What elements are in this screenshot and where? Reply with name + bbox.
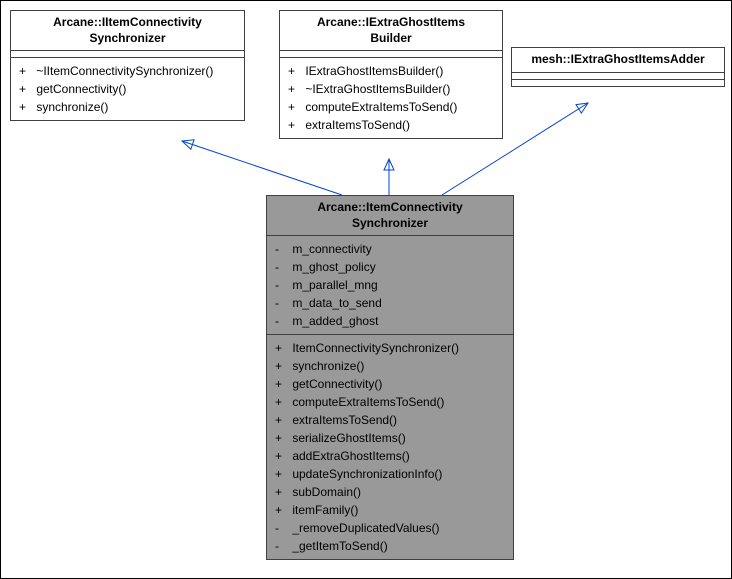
signature: _removeDuplicatedValues() bbox=[289, 521, 440, 535]
visibility: + bbox=[275, 429, 289, 447]
attrs-section: - m_connectivity- m_ghost_policy- m_para… bbox=[267, 236, 513, 335]
visibility: + bbox=[19, 62, 33, 80]
visibility: - bbox=[275, 240, 289, 258]
signature: getConnectivity() bbox=[33, 82, 126, 96]
member: - m_ghost_policy bbox=[275, 258, 505, 276]
visibility: + bbox=[19, 80, 33, 98]
signature: synchronize() bbox=[33, 100, 108, 114]
signature: itemFamily() bbox=[289, 503, 358, 517]
member: + serializeGhostItems() bbox=[275, 429, 505, 447]
member: + getConnectivity() bbox=[275, 375, 505, 393]
visibility: - bbox=[275, 294, 289, 312]
member: + extraItemsToSend() bbox=[288, 116, 494, 134]
class-iitemconnectivitysynchronizer: Arcane::IItemConnectivity Synchronizer +… bbox=[10, 10, 245, 121]
title-line2: Builder bbox=[370, 31, 411, 45]
edge-to-iitemconn bbox=[182, 141, 342, 195]
visibility: - bbox=[275, 537, 289, 555]
diagram-canvas: Arcane::IItemConnectivity Synchronizer +… bbox=[0, 0, 732, 579]
visibility: + bbox=[288, 80, 302, 98]
member: + ~IItemConnectivitySynchronizer() bbox=[19, 62, 236, 80]
title-line1: Arcane::IExtraGhostItems bbox=[317, 15, 465, 29]
signature: extraItemsToSend() bbox=[302, 118, 410, 132]
signature: serializeGhostItems() bbox=[289, 431, 406, 445]
member: + extraItemsToSend() bbox=[275, 411, 505, 429]
signature: IExtraGhostItemsBuilder() bbox=[302, 64, 443, 78]
signature: ~IItemConnectivitySynchronizer() bbox=[33, 64, 213, 78]
visibility: + bbox=[288, 62, 302, 80]
visibility: - bbox=[275, 312, 289, 330]
member: + ItemConnectivitySynchronizer() bbox=[275, 339, 505, 357]
member: - _getItemToSend() bbox=[275, 537, 505, 555]
signature: extraItemsToSend() bbox=[289, 413, 397, 427]
class-itemconnectivitysynchronizer: Arcane::ItemConnectivity Synchronizer - … bbox=[266, 195, 514, 560]
signature: m_parallel_mng bbox=[289, 278, 378, 292]
title-line2: Synchronizer bbox=[352, 216, 428, 230]
methods-section: + IExtraGhostItemsBuilder()+ ~IExtraGhos… bbox=[280, 58, 502, 138]
methods-section: + ItemConnectivitySynchronizer()+ synchr… bbox=[267, 335, 513, 559]
member: + computeExtraItemsToSend() bbox=[288, 98, 494, 116]
signature: m_ghost_policy bbox=[289, 260, 376, 274]
signature: ItemConnectivitySynchronizer() bbox=[289, 341, 459, 355]
signature: m_added_ghost bbox=[289, 314, 378, 328]
class-title: Arcane::IExtraGhostItems Builder bbox=[280, 11, 502, 51]
signature: ~IExtraGhostItemsBuilder() bbox=[302, 82, 450, 96]
member: + computeExtraItemsToSend() bbox=[275, 393, 505, 411]
title: mesh::IExtraGhostItemsAdder bbox=[531, 52, 704, 66]
attrs-section-empty bbox=[280, 51, 502, 58]
member: + synchronize() bbox=[19, 98, 236, 116]
member: + getConnectivity() bbox=[19, 80, 236, 98]
visibility: + bbox=[275, 375, 289, 393]
attrs-section-empty bbox=[512, 73, 724, 80]
member: + itemFamily() bbox=[275, 501, 505, 519]
member: + addExtraGhostItems() bbox=[275, 447, 505, 465]
visibility: + bbox=[288, 98, 302, 116]
signature: m_data_to_send bbox=[289, 296, 382, 310]
signature: m_connectivity bbox=[289, 242, 372, 256]
visibility: + bbox=[275, 357, 289, 375]
member: - m_added_ghost bbox=[275, 312, 505, 330]
visibility: + bbox=[19, 98, 33, 116]
class-mesh-iextraghostitemsadder: mesh::IExtraGhostItemsAdder bbox=[511, 47, 725, 87]
title-line2: Synchronizer bbox=[89, 31, 165, 45]
class-title: Arcane::IItemConnectivity Synchronizer bbox=[11, 11, 244, 51]
class-title: mesh::IExtraGhostItemsAdder bbox=[512, 48, 724, 73]
signature: addExtraGhostItems() bbox=[289, 449, 410, 463]
member: + IExtraGhostItemsBuilder() bbox=[288, 62, 494, 80]
member: + ~IExtraGhostItemsBuilder() bbox=[288, 80, 494, 98]
visibility: + bbox=[275, 393, 289, 411]
member: - m_parallel_mng bbox=[275, 276, 505, 294]
signature: subDomain() bbox=[289, 485, 361, 499]
visibility: - bbox=[275, 258, 289, 276]
methods-section-empty bbox=[512, 80, 724, 86]
member: + updateSynchronizationInfo() bbox=[275, 465, 505, 483]
member: - m_data_to_send bbox=[275, 294, 505, 312]
title-line1: Arcane::ItemConnectivity bbox=[317, 200, 462, 214]
signature: _getItemToSend() bbox=[289, 539, 388, 553]
visibility: + bbox=[275, 339, 289, 357]
member: + synchronize() bbox=[275, 357, 505, 375]
attrs-section-empty bbox=[11, 51, 244, 58]
member: - m_connectivity bbox=[275, 240, 505, 258]
title-line1: Arcane::IItemConnectivity bbox=[53, 15, 202, 29]
visibility: + bbox=[275, 411, 289, 429]
member: + subDomain() bbox=[275, 483, 505, 501]
signature: computeExtraItemsToSend() bbox=[289, 395, 444, 409]
visibility: + bbox=[275, 447, 289, 465]
methods-section: + ~IItemConnectivitySynchronizer()+ getC… bbox=[11, 58, 244, 120]
visibility: + bbox=[275, 501, 289, 519]
visibility: + bbox=[275, 483, 289, 501]
signature: updateSynchronizationInfo() bbox=[289, 467, 442, 481]
signature: computeExtraItemsToSend() bbox=[302, 100, 457, 114]
member: - _removeDuplicatedValues() bbox=[275, 519, 505, 537]
visibility: + bbox=[288, 116, 302, 134]
class-iextraghostitemsbuilder: Arcane::IExtraGhostItems Builder + IExtr… bbox=[279, 10, 503, 139]
signature: getConnectivity() bbox=[289, 377, 382, 391]
class-title: Arcane::ItemConnectivity Synchronizer bbox=[267, 196, 513, 236]
signature: synchronize() bbox=[289, 359, 364, 373]
visibility: - bbox=[275, 519, 289, 537]
visibility: + bbox=[275, 465, 289, 483]
visibility: - bbox=[275, 276, 289, 294]
